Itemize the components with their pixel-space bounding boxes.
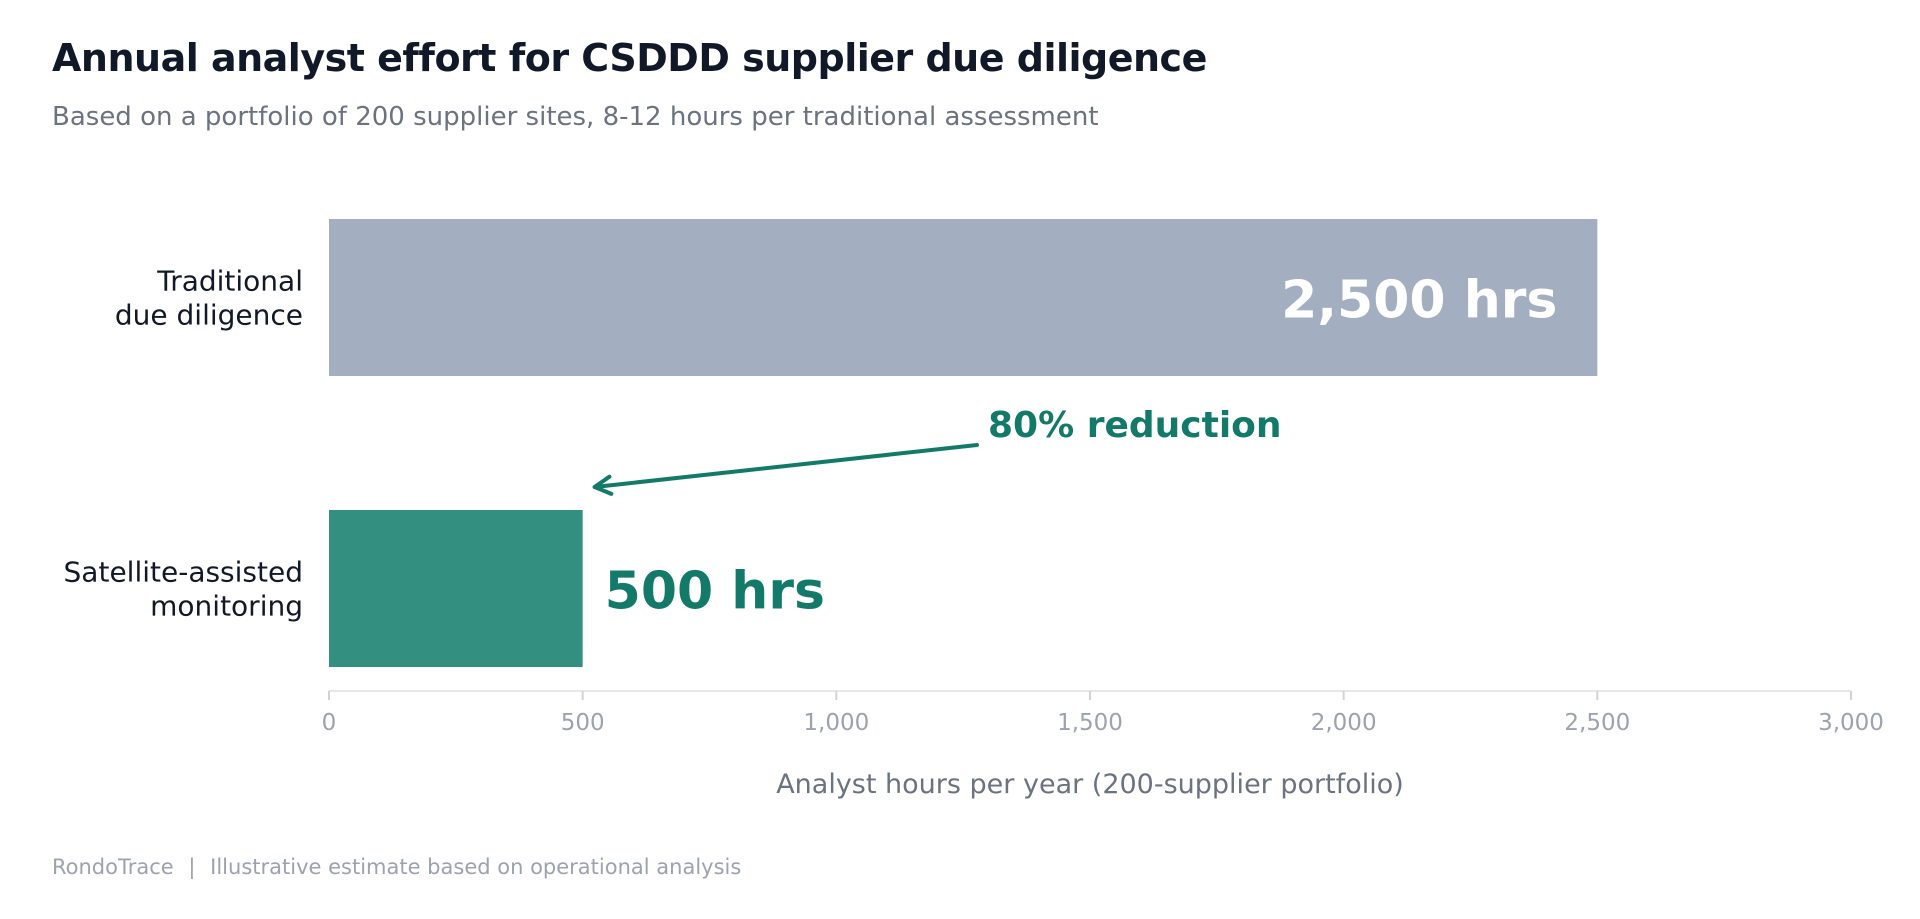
value-label-1: 500 hrs bbox=[605, 562, 825, 622]
x-tick-label-0: 0 bbox=[322, 710, 337, 736]
x-axis-label: Analyst hours per year (200-supplier por… bbox=[776, 769, 1404, 800]
bar-0 bbox=[329, 219, 1598, 376]
bar-1 bbox=[329, 510, 583, 667]
value-label-0: 2,500 hrs bbox=[1281, 271, 1557, 331]
category-label-line: Traditional bbox=[156, 265, 303, 298]
x-tick-label-2: 1,000 bbox=[803, 710, 869, 736]
x-tick-label-3: 1,500 bbox=[1057, 710, 1123, 736]
category-label-0: Traditional due diligence bbox=[115, 265, 303, 332]
x-tick-label-6: 3,000 bbox=[1818, 710, 1884, 736]
annotation-label: 80% reduction bbox=[988, 405, 1282, 446]
annotation-arrow-head bbox=[592, 474, 614, 496]
x-tick-label-1: 500 bbox=[561, 710, 605, 736]
footer-note: Illustrative estimate based on operation… bbox=[210, 855, 742, 879]
chart-title: Annual analyst effort for CSDDD supplier… bbox=[52, 36, 1207, 80]
footer: RondoTrace | Illustrative estimate based… bbox=[52, 855, 741, 879]
category-label-line: monitoring bbox=[150, 590, 303, 623]
chart-subtitle: Based on a portfolio of 200 supplier sit… bbox=[52, 102, 1099, 132]
x-tick-label-5: 2,500 bbox=[1564, 710, 1630, 736]
footer-separator: | bbox=[188, 855, 196, 879]
category-label-line: due diligence bbox=[115, 299, 303, 332]
category-label-1: Satellite-assisted monitoring bbox=[64, 556, 303, 623]
x-tick-label-4: 2,000 bbox=[1311, 710, 1377, 736]
footer-brand: RondoTrace bbox=[52, 855, 174, 879]
annotation-arrow-line bbox=[592, 443, 979, 489]
category-label-line: Satellite-assisted bbox=[64, 556, 303, 589]
